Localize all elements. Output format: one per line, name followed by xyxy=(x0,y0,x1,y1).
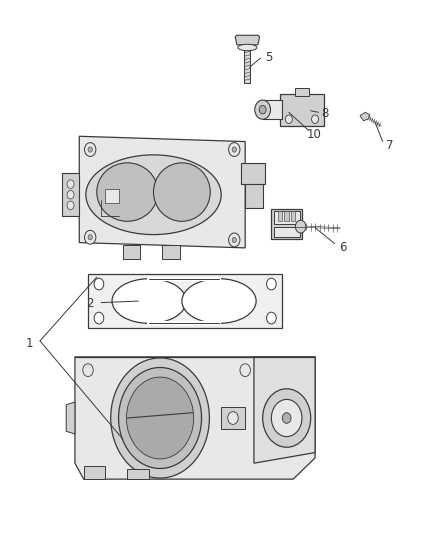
Circle shape xyxy=(259,106,266,114)
Circle shape xyxy=(267,278,276,290)
Circle shape xyxy=(263,389,311,447)
Polygon shape xyxy=(235,35,260,45)
Ellipse shape xyxy=(112,279,186,324)
Circle shape xyxy=(94,312,104,324)
Circle shape xyxy=(111,358,209,478)
Bar xyxy=(295,88,308,96)
Ellipse shape xyxy=(182,279,256,324)
Bar xyxy=(241,163,265,184)
Ellipse shape xyxy=(97,163,158,221)
Bar xyxy=(127,469,149,479)
Circle shape xyxy=(88,147,92,152)
Circle shape xyxy=(229,233,240,247)
Bar xyxy=(285,211,289,221)
Polygon shape xyxy=(66,402,75,434)
Bar xyxy=(274,211,300,224)
Text: 6: 6 xyxy=(339,241,346,254)
Circle shape xyxy=(119,368,201,469)
Circle shape xyxy=(88,235,92,240)
Circle shape xyxy=(232,147,237,152)
Circle shape xyxy=(127,377,194,459)
Bar xyxy=(274,227,300,237)
Circle shape xyxy=(267,312,276,324)
Ellipse shape xyxy=(86,155,221,235)
Circle shape xyxy=(240,364,251,376)
Polygon shape xyxy=(88,274,283,328)
Circle shape xyxy=(272,399,302,437)
Polygon shape xyxy=(79,136,245,248)
Circle shape xyxy=(67,190,74,199)
Text: 10: 10 xyxy=(307,128,321,141)
Bar xyxy=(221,407,245,429)
Circle shape xyxy=(83,364,93,376)
Text: 1: 1 xyxy=(25,337,33,350)
Polygon shape xyxy=(75,357,315,479)
Polygon shape xyxy=(254,357,315,463)
Circle shape xyxy=(67,201,74,209)
Circle shape xyxy=(229,143,240,157)
Circle shape xyxy=(85,230,96,244)
Circle shape xyxy=(286,115,292,124)
Circle shape xyxy=(255,100,271,119)
Polygon shape xyxy=(245,181,263,208)
Bar xyxy=(162,245,180,259)
Polygon shape xyxy=(62,173,79,216)
Bar xyxy=(106,189,119,203)
Bar xyxy=(84,466,106,479)
Ellipse shape xyxy=(238,44,257,51)
Text: 2: 2 xyxy=(86,297,94,310)
Bar xyxy=(263,100,283,119)
Bar xyxy=(278,211,283,221)
Bar xyxy=(291,211,295,221)
Circle shape xyxy=(228,411,238,424)
Text: 7: 7 xyxy=(385,139,393,152)
Text: 5: 5 xyxy=(265,51,273,64)
Circle shape xyxy=(94,278,104,290)
Circle shape xyxy=(283,413,291,423)
Text: 8: 8 xyxy=(321,107,329,120)
Ellipse shape xyxy=(153,163,210,221)
Bar xyxy=(271,208,302,239)
Circle shape xyxy=(85,143,96,157)
Circle shape xyxy=(232,237,237,243)
Circle shape xyxy=(67,180,74,188)
Polygon shape xyxy=(360,112,370,121)
Circle shape xyxy=(295,220,306,233)
Bar xyxy=(123,245,141,259)
Polygon shape xyxy=(280,94,324,126)
Bar xyxy=(244,47,251,83)
Circle shape xyxy=(311,115,318,124)
